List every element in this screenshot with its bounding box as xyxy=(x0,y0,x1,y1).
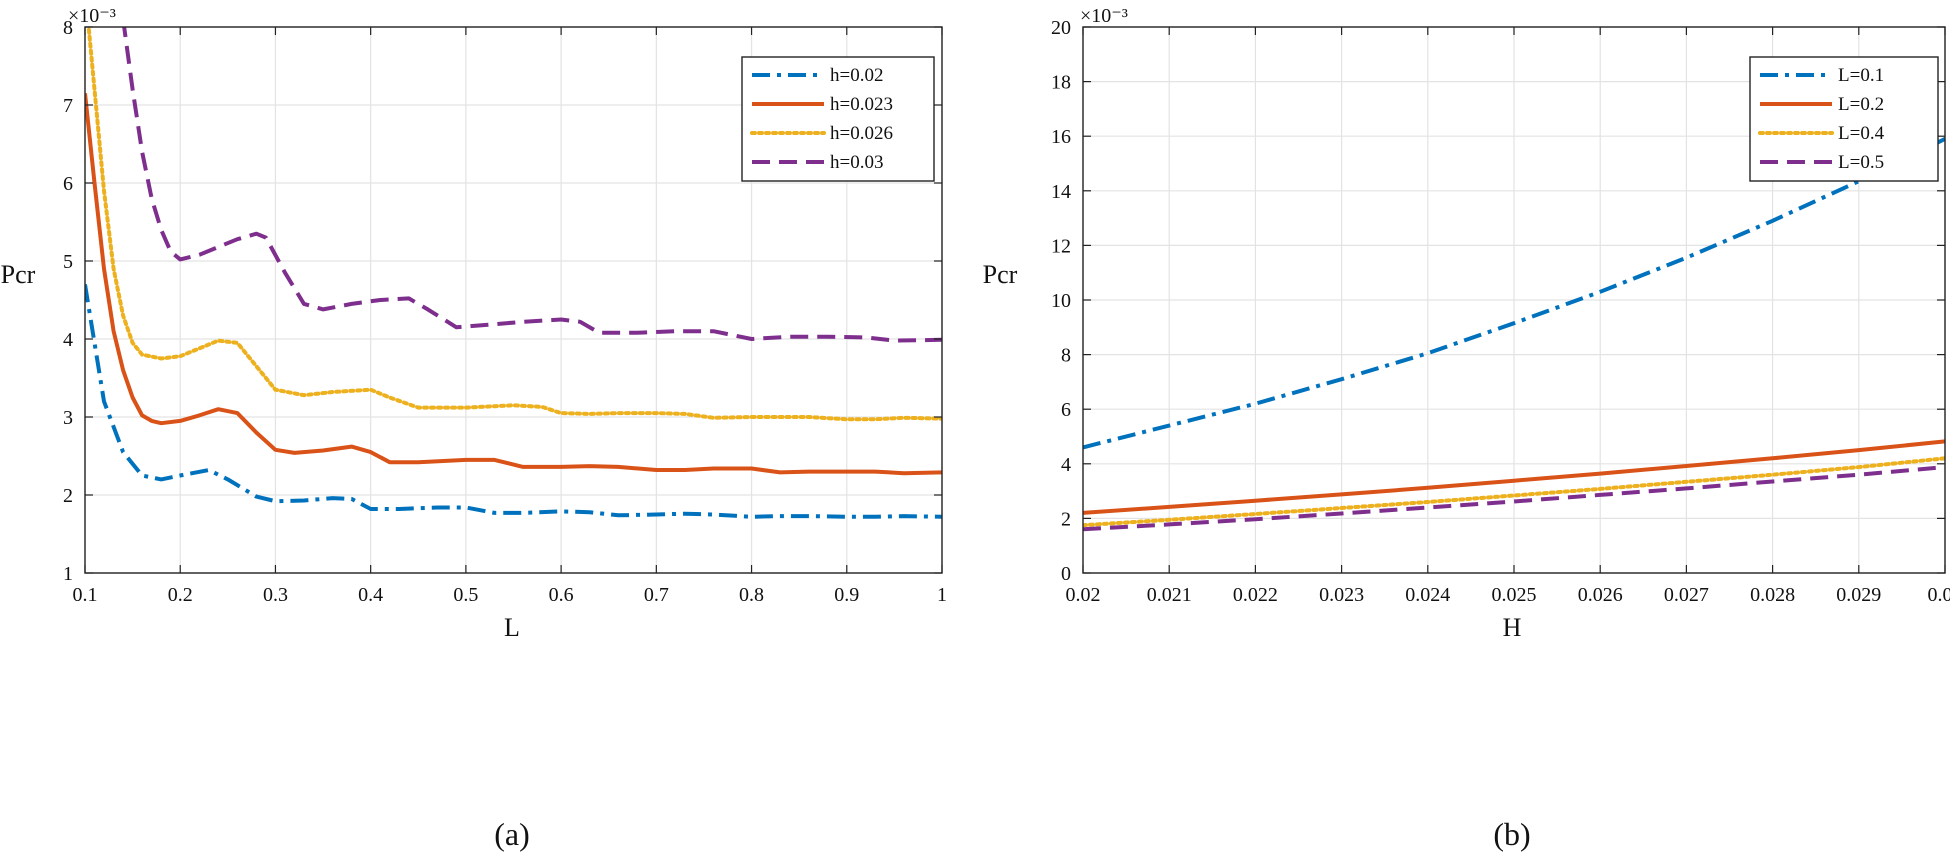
y-tick-label: 10 xyxy=(1051,290,1071,312)
x-tick-label: 0.4 xyxy=(358,584,383,606)
legend-entry-label: h=0.02 xyxy=(830,65,883,86)
panel-label: (a) xyxy=(494,816,530,852)
y-tick-label: 6 xyxy=(63,173,73,195)
x-tick-label: 0.027 xyxy=(1664,584,1709,606)
legend: L=0.1 L=0.2 L=0.4 L=0.5 xyxy=(1750,57,1938,181)
x-tick-label: 0.9 xyxy=(834,584,859,606)
legend-entry-label: h=0.026 xyxy=(830,123,893,144)
y-tick-label: 2 xyxy=(1061,508,1071,530)
y-tick-label: 16 xyxy=(1051,126,1071,148)
legend-entry-label: h=0.023 xyxy=(830,94,893,115)
y-tick-label: 20 xyxy=(1051,17,1071,39)
y-exponent-label: ×10⁻³ xyxy=(1080,5,1128,27)
y-tick-label: 8 xyxy=(1061,345,1071,367)
y-tick-label: 12 xyxy=(1051,235,1071,257)
x-tick-label: 0.021 xyxy=(1147,584,1192,606)
y-tick-label: 18 xyxy=(1051,72,1071,94)
legend-entry-label: L=0.1 xyxy=(1838,65,1884,86)
x-tick-label: 0.022 xyxy=(1233,584,1278,606)
legend: h=0.02 h=0.023 h=0.026 h=0.03 xyxy=(742,57,934,181)
x-tick-label: 0.023 xyxy=(1319,584,1364,606)
y-tick-label: 0 xyxy=(1061,563,1071,585)
x-axis-label: H xyxy=(1503,613,1522,642)
legend-entry-label: L=0.4 xyxy=(1838,123,1885,144)
x-tick-label: 0.028 xyxy=(1750,584,1795,606)
x-tick-label: 0.03 xyxy=(1928,584,1950,606)
y-tick-label: 7 xyxy=(63,95,73,117)
x-tick-label: 0.02 xyxy=(1066,584,1101,606)
y-exponent-label: ×10⁻³ xyxy=(68,5,116,27)
y-tick-label: 3 xyxy=(63,407,73,429)
x-tick-label: 0.5 xyxy=(453,584,478,606)
legend-entry-label: h=0.03 xyxy=(830,152,883,173)
y-tick-label: 5 xyxy=(63,251,73,273)
x-tick-label: 0.026 xyxy=(1578,584,1623,606)
x-tick-label: 0.3 xyxy=(263,584,288,606)
y-tick-label: 2 xyxy=(63,485,73,507)
y-axis-label: Pcr xyxy=(983,260,1018,289)
y-tick-label: 4 xyxy=(63,329,73,351)
legend-entry-label: L=0.5 xyxy=(1838,152,1884,173)
x-tick-label: 0.024 xyxy=(1405,584,1450,606)
y-tick-label: 14 xyxy=(1051,181,1071,203)
x-tick-label: 0.6 xyxy=(549,584,574,606)
y-axis-label: Pcr xyxy=(1,260,36,289)
x-tick-label: 0.025 xyxy=(1492,584,1537,606)
x-tick-label: 0.1 xyxy=(73,584,98,606)
legend-entry-label: L=0.2 xyxy=(1838,94,1884,115)
x-tick-label: 0.7 xyxy=(644,584,669,606)
y-tick-label: 6 xyxy=(1061,399,1071,421)
x-tick-label: 1 xyxy=(937,584,947,606)
x-tick-label: 0.2 xyxy=(168,584,193,606)
chart-panel-b: 0.02 0.021 0.022 0.023 0.024 0.025 0.026 0.027 0… xyxy=(983,5,1950,852)
x-tick-label: 0.029 xyxy=(1836,584,1881,606)
x-tick-label: 0.8 xyxy=(739,584,764,606)
y-tick-label: 4 xyxy=(1061,454,1071,476)
x-axis-label: L xyxy=(504,613,520,642)
panel-label: (b) xyxy=(1493,816,1530,852)
y-tick-label: 1 xyxy=(63,563,73,585)
